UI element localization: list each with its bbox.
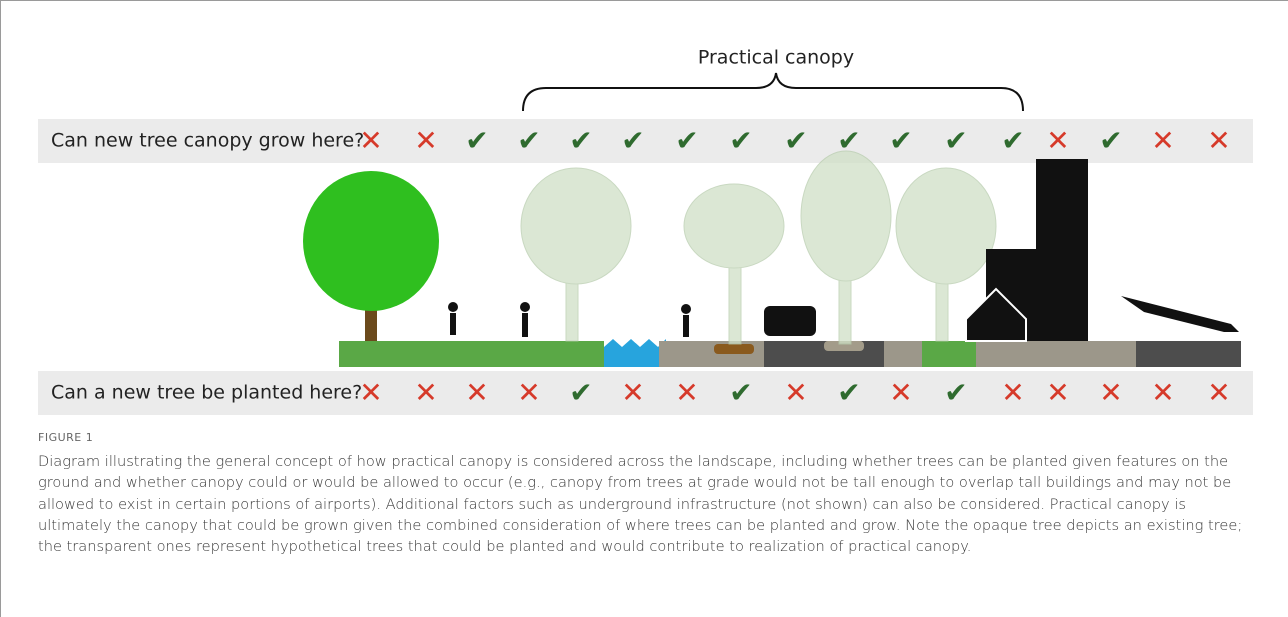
mark: ✔ (517, 124, 540, 157)
mark: ✕ (621, 376, 644, 409)
mark: ✔ (569, 376, 592, 409)
mark: ✕ (414, 124, 437, 157)
bracket-label: Practical canopy (698, 47, 854, 69)
runway (1136, 341, 1241, 367)
mark: ✔ (944, 124, 967, 157)
mark: ✔ (1099, 124, 1122, 157)
mark: ✔ (944, 376, 967, 409)
waves (604, 339, 666, 347)
mark: ✕ (1001, 376, 1024, 409)
mark: ✕ (1151, 124, 1174, 157)
row-question: Can a new tree be planted here? (51, 382, 362, 404)
mark: ✕ (1099, 376, 1122, 409)
people (448, 302, 691, 337)
mark: ✕ (359, 376, 382, 409)
mark: ✕ (1046, 124, 1069, 157)
mark: ✕ (1151, 376, 1174, 409)
mark: ✕ (675, 376, 698, 409)
mark: ✕ (889, 376, 912, 409)
plane (1121, 296, 1239, 332)
water (604, 347, 659, 367)
road (764, 341, 884, 367)
mark: ✔ (784, 124, 807, 157)
existing-tree (303, 171, 439, 311)
bracket (522, 72, 1024, 112)
mark: ✕ (414, 376, 437, 409)
house (965, 287, 1027, 342)
mark: ✔ (621, 124, 644, 157)
mark: ✔ (1001, 124, 1024, 157)
median (824, 341, 864, 351)
mark: ✕ (1207, 124, 1230, 157)
caption: Diagram illustrating the general concept… (38, 453, 1243, 556)
grass (922, 341, 976, 367)
row-band (38, 371, 1253, 415)
mark: ✔ (729, 376, 752, 409)
mark: ✔ (889, 124, 912, 157)
mark: ✕ (1046, 376, 1069, 409)
mark: ✔ (837, 124, 860, 157)
mark: ✔ (729, 124, 752, 157)
hypothetical-trees (520, 150, 997, 345)
mark: ✕ (517, 376, 540, 409)
tower (1036, 159, 1088, 341)
row-question: Can new tree canopy grow here? (51, 130, 364, 152)
tree-pit (714, 344, 754, 354)
mark: ✔ (569, 124, 592, 157)
mark: ✕ (1207, 376, 1230, 409)
mark: ✕ (359, 124, 382, 157)
mark: ✔ (837, 376, 860, 409)
grass (339, 341, 604, 367)
mark: ✕ (784, 376, 807, 409)
diagram: Practical canopy Can new tree canopy gro… (38, 47, 1253, 415)
mark: ✕ (465, 376, 488, 409)
row-band (38, 119, 1253, 163)
mark: ✔ (675, 124, 698, 157)
plaza (976, 341, 1136, 367)
mark: ✔ (465, 124, 488, 157)
caption-label: FIGURE 1 (38, 431, 94, 444)
taxi (764, 306, 816, 336)
sidewalk (884, 341, 922, 367)
